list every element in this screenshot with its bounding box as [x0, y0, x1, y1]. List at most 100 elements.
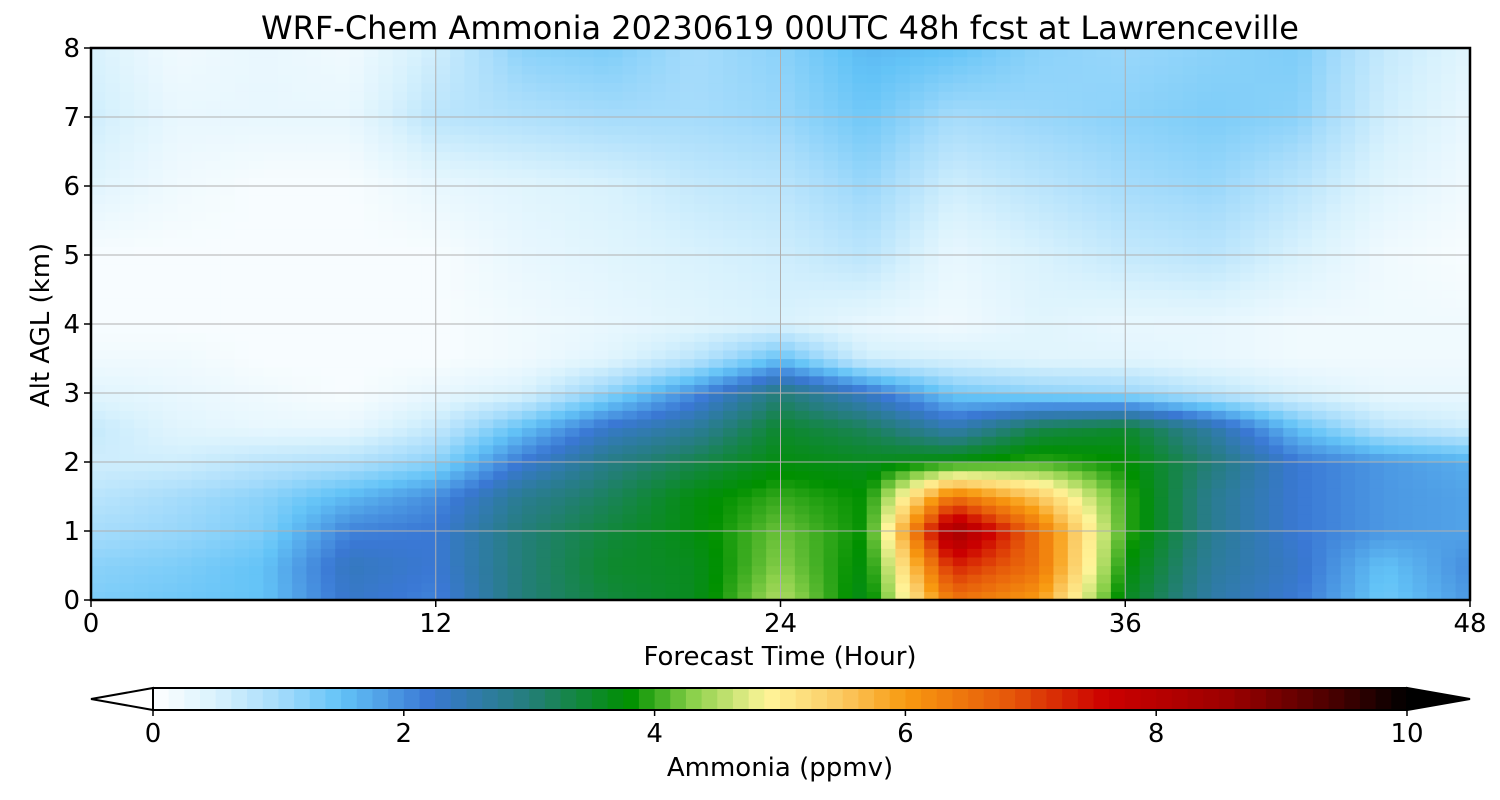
heatmap-cell	[1039, 427, 1055, 437]
heatmap-cell	[981, 401, 997, 411]
heatmap-cell	[679, 272, 695, 282]
heatmap-cell	[91, 349, 106, 360]
heatmap-cell	[809, 531, 825, 541]
heatmap-cell	[1182, 436, 1198, 446]
heatmap-cell	[234, 289, 250, 299]
heatmap-cell	[1240, 496, 1256, 506]
heatmap-cell	[306, 505, 322, 515]
heatmap-cell	[363, 255, 379, 265]
heatmap-cell	[320, 280, 336, 291]
heatmap-cell	[852, 462, 868, 472]
heatmap-cell	[651, 462, 667, 472]
heatmap-cell	[1441, 203, 1457, 213]
heatmap-cell	[1067, 401, 1083, 411]
heatmap-cell	[1197, 513, 1213, 523]
heatmap-cell	[134, 548, 150, 558]
heatmap-cell	[191, 194, 207, 204]
heatmap-cell	[1383, 375, 1399, 385]
heatmap-cell	[1153, 531, 1169, 541]
heatmap-cell	[1441, 272, 1457, 282]
heatmap-cell	[794, 298, 810, 308]
heatmap-cell	[177, 479, 193, 489]
heatmap-cell	[823, 168, 839, 178]
heatmap-cell	[1283, 401, 1299, 411]
heatmap-cell	[464, 574, 480, 584]
heatmap-cell	[737, 479, 753, 489]
heatmap-cell	[708, 539, 724, 549]
heatmap-cell	[263, 393, 279, 403]
heatmap-cell	[493, 186, 509, 196]
heatmap-cell	[651, 522, 667, 532]
heatmap-cell	[1139, 367, 1155, 377]
heatmap-cell	[134, 142, 150, 153]
heatmap-cell	[1441, 220, 1457, 230]
heatmap-cell	[1225, 496, 1241, 506]
heatmap-cell	[148, 168, 164, 178]
heatmap-cell	[852, 375, 868, 385]
heatmap-cell	[1326, 168, 1342, 178]
heatmap-cell	[622, 367, 638, 377]
heatmap-cell	[1053, 375, 1069, 385]
heatmap-cell	[464, 324, 480, 334]
heatmap-cell	[435, 246, 451, 256]
heatmap-cell	[1010, 565, 1026, 575]
heatmap-cell	[1211, 168, 1227, 178]
heatmap-cell	[809, 229, 825, 239]
heatmap-cell	[837, 160, 853, 170]
heatmap-cell	[1039, 556, 1055, 567]
heatmap-cell	[478, 298, 494, 308]
heatmap-cell	[866, 410, 882, 420]
heatmap-cell	[938, 393, 954, 403]
heatmap-cell	[1311, 332, 1327, 342]
heatmap-cell	[464, 263, 480, 273]
heatmap-cell	[823, 453, 839, 463]
heatmap-cell	[162, 565, 178, 575]
heatmap-cell	[1082, 263, 1098, 273]
heatmap-cell	[665, 272, 681, 282]
heatmap-cell	[1139, 479, 1155, 489]
heatmap-cell	[751, 436, 767, 446]
heatmap-cell	[1311, 211, 1327, 222]
heatmap-cell	[220, 177, 236, 187]
heatmap-cell	[593, 470, 609, 480]
heatmap-cell	[1153, 263, 1169, 273]
heatmap-cell	[464, 393, 480, 403]
heatmap-cell	[737, 246, 753, 256]
heatmap-cell	[852, 203, 868, 213]
heatmap-cell	[1125, 160, 1141, 170]
heatmap-cell	[177, 522, 193, 532]
heatmap-cell	[1110, 306, 1126, 316]
heatmap-cell	[392, 177, 408, 187]
heatmap-cell	[435, 418, 451, 429]
heatmap-cell	[234, 531, 250, 541]
heatmap-cell	[1240, 203, 1256, 213]
heatmap-cell	[162, 237, 178, 247]
heatmap-cell	[493, 444, 509, 454]
heatmap-cell	[881, 522, 897, 532]
heatmap-cell	[593, 289, 609, 299]
heatmap-cell	[234, 186, 250, 196]
heatmap-cell	[909, 349, 925, 360]
heatmap-cell	[277, 410, 293, 420]
heatmap-cell	[306, 298, 322, 308]
heatmap-cell	[1455, 384, 1470, 394]
heatmap-cell	[1053, 263, 1069, 273]
heatmap-cell	[1254, 358, 1270, 368]
heatmap-cell	[1355, 436, 1371, 446]
heatmap-cell	[1039, 591, 1055, 600]
heatmap-cell	[1067, 444, 1083, 454]
heatmap-cell	[909, 384, 925, 394]
heatmap-cell	[478, 487, 494, 498]
heatmap-cell	[1024, 151, 1040, 161]
heatmap-cell	[277, 324, 293, 334]
heatmap-cell	[421, 151, 437, 161]
heatmap-cell	[1369, 280, 1385, 291]
heatmap-cell	[1268, 177, 1284, 187]
heatmap-cell	[866, 358, 882, 368]
heatmap-cell	[493, 237, 509, 247]
heatmap-cell	[1082, 505, 1098, 515]
heatmap-cell	[1412, 496, 1428, 506]
heatmap-cell	[105, 315, 121, 325]
heatmap-cell	[1311, 306, 1327, 316]
heatmap-cell	[809, 582, 825, 592]
